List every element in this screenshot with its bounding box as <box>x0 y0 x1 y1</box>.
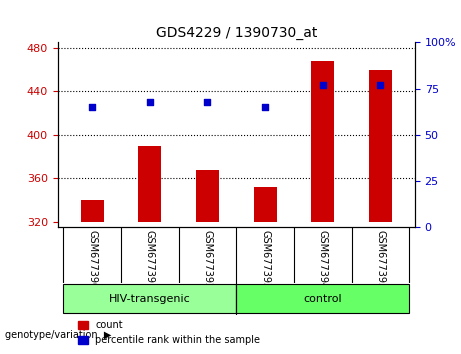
Point <box>146 99 154 104</box>
Point <box>319 82 326 88</box>
Point <box>204 99 211 104</box>
Text: control: control <box>303 294 342 304</box>
Bar <box>369 70 392 222</box>
Point <box>377 82 384 88</box>
Point <box>89 104 96 110</box>
Text: GSM677390: GSM677390 <box>87 230 97 289</box>
Bar <box>138 146 161 222</box>
FancyBboxPatch shape <box>64 284 236 313</box>
FancyBboxPatch shape <box>236 284 409 313</box>
Text: HIV-transgenic: HIV-transgenic <box>109 294 191 304</box>
Text: GSM677392: GSM677392 <box>202 230 213 289</box>
Text: GSM677394: GSM677394 <box>318 230 328 289</box>
Bar <box>311 61 334 222</box>
Bar <box>196 170 219 222</box>
Text: genotype/variation  ▶: genotype/variation ▶ <box>5 330 111 340</box>
Legend: count, percentile rank within the sample: count, percentile rank within the sample <box>74 316 264 349</box>
Bar <box>81 200 104 222</box>
Text: GSM677391: GSM677391 <box>145 230 155 289</box>
Text: GSM677395: GSM677395 <box>375 230 385 289</box>
Text: GSM677393: GSM677393 <box>260 230 270 289</box>
Bar <box>254 187 277 222</box>
Title: GDS4229 / 1390730_at: GDS4229 / 1390730_at <box>155 26 317 40</box>
Point <box>261 104 269 110</box>
